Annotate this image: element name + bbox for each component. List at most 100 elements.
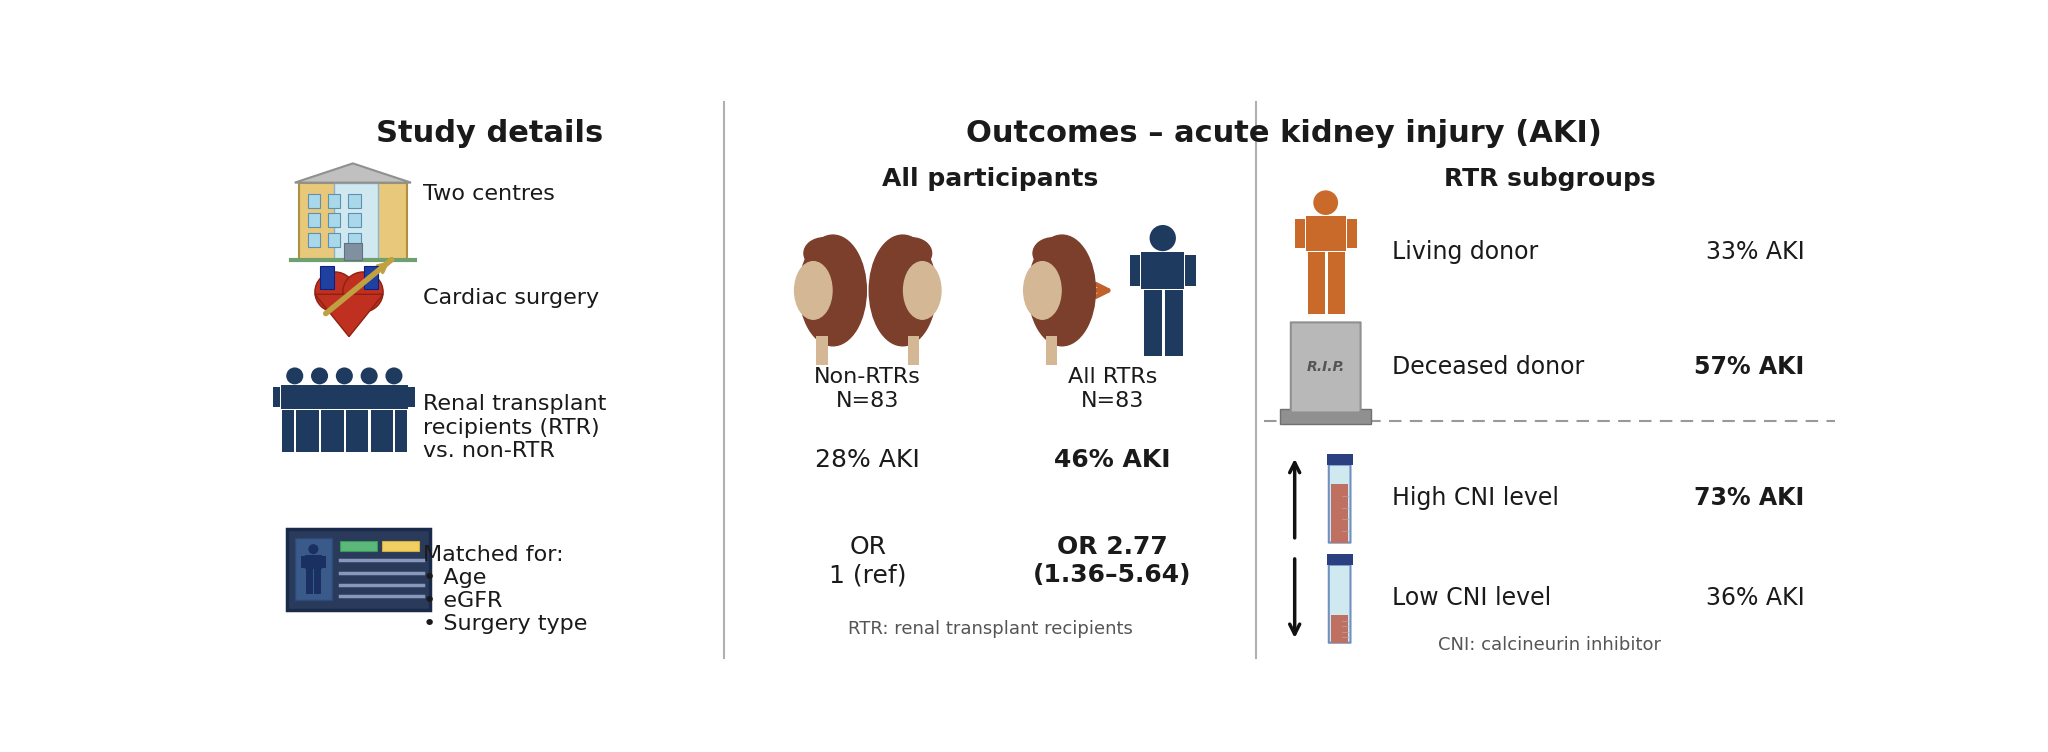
Text: Two centres: Two centres bbox=[422, 184, 555, 205]
Text: Non-RTRs
N=83: Non-RTRs N=83 bbox=[815, 368, 922, 411]
FancyBboxPatch shape bbox=[1290, 323, 1360, 413]
Text: OR
1 (ref): OR 1 (ref) bbox=[829, 535, 907, 587]
FancyBboxPatch shape bbox=[907, 336, 920, 365]
FancyBboxPatch shape bbox=[1331, 615, 1348, 643]
FancyBboxPatch shape bbox=[1331, 484, 1348, 543]
Text: Outcomes – acute kidney injury (AKI): Outcomes – acute kidney injury (AKI) bbox=[967, 120, 1602, 148]
FancyBboxPatch shape bbox=[817, 336, 827, 365]
Circle shape bbox=[360, 368, 377, 384]
FancyBboxPatch shape bbox=[356, 410, 369, 452]
FancyBboxPatch shape bbox=[365, 265, 377, 289]
FancyBboxPatch shape bbox=[340, 541, 377, 551]
FancyBboxPatch shape bbox=[1186, 255, 1196, 287]
Text: 33% AKI: 33% AKI bbox=[1706, 240, 1804, 264]
FancyBboxPatch shape bbox=[1294, 219, 1305, 248]
Circle shape bbox=[336, 368, 352, 384]
FancyBboxPatch shape bbox=[1348, 219, 1358, 248]
FancyBboxPatch shape bbox=[344, 243, 362, 259]
Text: 57% AKI: 57% AKI bbox=[1694, 356, 1804, 380]
Circle shape bbox=[315, 272, 354, 312]
FancyBboxPatch shape bbox=[305, 385, 334, 409]
Circle shape bbox=[1313, 190, 1337, 215]
Text: CNI: calcineurin inhibitor: CNI: calcineurin inhibitor bbox=[1438, 635, 1661, 653]
FancyBboxPatch shape bbox=[299, 183, 408, 259]
FancyBboxPatch shape bbox=[322, 410, 332, 452]
FancyBboxPatch shape bbox=[1165, 290, 1184, 356]
FancyBboxPatch shape bbox=[1329, 465, 1350, 543]
FancyBboxPatch shape bbox=[1327, 554, 1352, 565]
Text: 46% AKI: 46% AKI bbox=[1055, 448, 1171, 472]
Text: Cardiac surgery: Cardiac surgery bbox=[422, 288, 598, 308]
FancyBboxPatch shape bbox=[287, 529, 430, 610]
FancyBboxPatch shape bbox=[283, 410, 295, 452]
Circle shape bbox=[309, 544, 317, 554]
Ellipse shape bbox=[795, 262, 831, 319]
Ellipse shape bbox=[868, 235, 936, 346]
FancyBboxPatch shape bbox=[381, 410, 393, 452]
Circle shape bbox=[1149, 225, 1176, 251]
FancyBboxPatch shape bbox=[1047, 336, 1057, 365]
FancyBboxPatch shape bbox=[307, 410, 319, 452]
FancyBboxPatch shape bbox=[1329, 565, 1350, 643]
FancyBboxPatch shape bbox=[309, 387, 315, 407]
Ellipse shape bbox=[1028, 235, 1096, 346]
FancyBboxPatch shape bbox=[307, 232, 319, 247]
Text: Matched for:
• Age
• eGFR
• Surgery type: Matched for: • Age • eGFR • Surgery type bbox=[422, 544, 588, 634]
Circle shape bbox=[385, 368, 403, 384]
Text: All RTRs
N=83: All RTRs N=83 bbox=[1067, 368, 1157, 411]
FancyBboxPatch shape bbox=[1280, 410, 1370, 424]
FancyBboxPatch shape bbox=[299, 387, 305, 407]
Ellipse shape bbox=[805, 238, 844, 268]
FancyBboxPatch shape bbox=[381, 385, 408, 409]
Text: All participants: All participants bbox=[883, 167, 1098, 191]
FancyBboxPatch shape bbox=[334, 183, 377, 259]
Text: OR 2.77
(1.36–5.64): OR 2.77 (1.36–5.64) bbox=[1032, 535, 1192, 587]
Text: High CNI level: High CNI level bbox=[1391, 487, 1559, 511]
FancyBboxPatch shape bbox=[322, 556, 326, 568]
FancyBboxPatch shape bbox=[1141, 253, 1184, 289]
FancyBboxPatch shape bbox=[301, 556, 305, 568]
FancyBboxPatch shape bbox=[346, 410, 358, 452]
Circle shape bbox=[287, 368, 303, 384]
FancyBboxPatch shape bbox=[330, 385, 358, 409]
FancyBboxPatch shape bbox=[281, 385, 309, 409]
FancyBboxPatch shape bbox=[1327, 454, 1352, 465]
FancyBboxPatch shape bbox=[328, 214, 340, 227]
FancyBboxPatch shape bbox=[356, 385, 383, 409]
Text: 28% AKI: 28% AKI bbox=[815, 448, 920, 472]
FancyBboxPatch shape bbox=[328, 232, 340, 247]
FancyBboxPatch shape bbox=[348, 194, 360, 208]
Text: Renal transplant
recipients (RTR)
vs. non-RTR: Renal transplant recipients (RTR) vs. no… bbox=[422, 394, 606, 461]
FancyBboxPatch shape bbox=[373, 387, 379, 407]
FancyBboxPatch shape bbox=[1130, 255, 1141, 287]
FancyBboxPatch shape bbox=[1143, 290, 1161, 356]
FancyBboxPatch shape bbox=[305, 555, 322, 569]
Text: RTR: renal transplant recipients: RTR: renal transplant recipients bbox=[848, 620, 1133, 638]
Circle shape bbox=[311, 368, 328, 384]
FancyBboxPatch shape bbox=[371, 410, 383, 452]
FancyBboxPatch shape bbox=[348, 232, 360, 247]
Text: Study details: Study details bbox=[377, 120, 604, 148]
FancyBboxPatch shape bbox=[348, 387, 354, 407]
Ellipse shape bbox=[1024, 262, 1061, 319]
Polygon shape bbox=[315, 294, 383, 337]
FancyBboxPatch shape bbox=[272, 387, 281, 407]
FancyBboxPatch shape bbox=[307, 194, 319, 208]
FancyBboxPatch shape bbox=[332, 410, 344, 452]
Text: 36% AKI: 36% AKI bbox=[1706, 587, 1804, 611]
FancyBboxPatch shape bbox=[348, 214, 360, 227]
FancyBboxPatch shape bbox=[305, 569, 313, 594]
Circle shape bbox=[342, 272, 383, 312]
Text: RTR subgroups: RTR subgroups bbox=[1444, 167, 1655, 191]
Ellipse shape bbox=[903, 262, 940, 319]
FancyBboxPatch shape bbox=[408, 387, 416, 407]
Text: Living donor: Living donor bbox=[1391, 240, 1538, 264]
FancyBboxPatch shape bbox=[307, 214, 319, 227]
FancyBboxPatch shape bbox=[383, 387, 391, 407]
Ellipse shape bbox=[891, 238, 932, 268]
FancyBboxPatch shape bbox=[295, 538, 332, 600]
Polygon shape bbox=[295, 163, 412, 183]
Ellipse shape bbox=[1032, 238, 1073, 268]
FancyBboxPatch shape bbox=[319, 265, 334, 289]
Text: 73% AKI: 73% AKI bbox=[1694, 487, 1804, 511]
